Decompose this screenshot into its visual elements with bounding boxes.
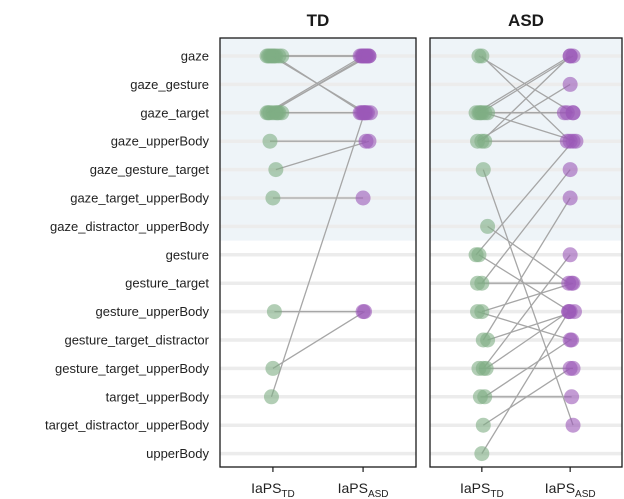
pair-line: [477, 310, 572, 341]
point-td: [262, 133, 278, 149]
y-tick-label: gesture_target_distractor: [64, 333, 209, 348]
panel-title: TD: [307, 11, 330, 30]
highlight-band: [430, 38, 622, 241]
point-td: [474, 48, 490, 64]
point-asd: [562, 247, 578, 263]
point-td: [474, 446, 490, 462]
pair-line: [484, 339, 571, 398]
y-tick-label: gaze_distractor_upperBody: [50, 219, 209, 234]
y-tick-label: gaze_target: [140, 105, 209, 120]
x-tick-sub: TD: [281, 489, 294, 499]
y-tick-label: target_upperBody: [106, 389, 210, 404]
y-tick-label: gaze_gesture_target: [90, 162, 210, 177]
x-tick-base: IaPS: [338, 480, 368, 496]
pair-line: [477, 83, 571, 142]
point-asd: [564, 389, 580, 405]
point-td: [477, 389, 493, 405]
y-tick-label: gaze_target_upperBody: [70, 191, 209, 206]
points: [259, 48, 378, 405]
pair-line: [481, 282, 574, 313]
y-tick-label: gesture_target: [125, 276, 209, 291]
pair-line: [482, 197, 571, 341]
point-asd: [562, 76, 578, 92]
point-td: [263, 48, 279, 64]
pair-line: [481, 311, 570, 454]
point-asd: [562, 48, 578, 64]
point-asd: [357, 304, 373, 320]
pair-line: [475, 55, 571, 114]
x-tick-label: IaPSASD: [338, 480, 389, 499]
point-td: [263, 389, 279, 405]
point-td: [475, 162, 491, 178]
point-td: [477, 133, 493, 149]
point-td: [472, 105, 488, 121]
pair-line: [484, 112, 577, 142]
point-asd: [565, 133, 581, 149]
y-tick-label: target_distractor_upperBody: [45, 418, 210, 433]
point-asd: [562, 190, 578, 206]
point-asd: [361, 48, 377, 64]
x-tick-label: IaPSASD: [545, 480, 596, 499]
y-tick-label: gesture_upperBody: [96, 304, 210, 319]
point-td: [269, 105, 285, 121]
point-asd: [561, 304, 577, 320]
pair-line: [270, 112, 366, 398]
point-asd: [556, 105, 572, 121]
x-tick-label: IaPSTD: [460, 480, 504, 499]
point-td: [480, 332, 496, 348]
x-tick-base: IaPS: [460, 480, 490, 496]
point-asd: [355, 190, 371, 206]
pair-lines: [475, 55, 577, 454]
pair-line: [481, 169, 571, 284]
point-td: [478, 360, 494, 376]
y-tick-label: gesture_target_upperBody: [55, 361, 209, 376]
pair-line: [268, 55, 370, 114]
pair-line: [481, 55, 571, 142]
point-asd: [565, 275, 581, 291]
point-asd: [565, 417, 581, 433]
x-tick-label: IaPSTD: [251, 480, 295, 499]
x-tick-sub: ASD: [575, 489, 596, 499]
pair-line: [487, 310, 575, 341]
pair-line: [482, 254, 571, 369]
point-td: [471, 247, 487, 263]
point-td: [268, 162, 284, 178]
x-tick-base: IaPS: [545, 480, 575, 496]
x-tick-base: IaPS: [251, 480, 281, 496]
panel-frame: [219, 37, 417, 468]
point-asd: [562, 162, 578, 178]
point-td: [475, 417, 491, 433]
x-tick-sub: ASD: [368, 489, 389, 499]
point-td: [474, 304, 490, 320]
panel-title: ASD: [508, 11, 544, 30]
panel-frame: [429, 37, 623, 468]
y-axis-labels: gaze gaze_gesture gaze_target gaze_upperBod…: [45, 49, 210, 462]
point-td: [474, 275, 490, 291]
point-td: [265, 190, 281, 206]
point-td: [480, 218, 496, 234]
x-tick-sub: TD: [490, 489, 503, 499]
pair-line: [482, 367, 571, 426]
point-asd: [357, 105, 373, 121]
pair-line: [266, 55, 364, 114]
highlight-band: [220, 38, 416, 241]
pair-line: [485, 311, 570, 369]
pair-line: [272, 311, 365, 369]
pair-line: [475, 140, 574, 256]
point-td: [266, 304, 282, 320]
point-td: [265, 360, 281, 376]
points: [468, 48, 584, 462]
y-tick-label: gaze: [181, 49, 209, 64]
point-asd: [361, 133, 377, 149]
pair-line: [480, 55, 574, 114]
y-tick-label: gaze_upperBody: [111, 134, 210, 149]
point-asd: [562, 360, 578, 376]
y-tick-label: gesture: [166, 247, 209, 262]
point-asd: [562, 332, 578, 348]
y-tick-label: upperBody: [146, 446, 209, 461]
y-tick-label: gaze_gesture: [130, 77, 209, 92]
